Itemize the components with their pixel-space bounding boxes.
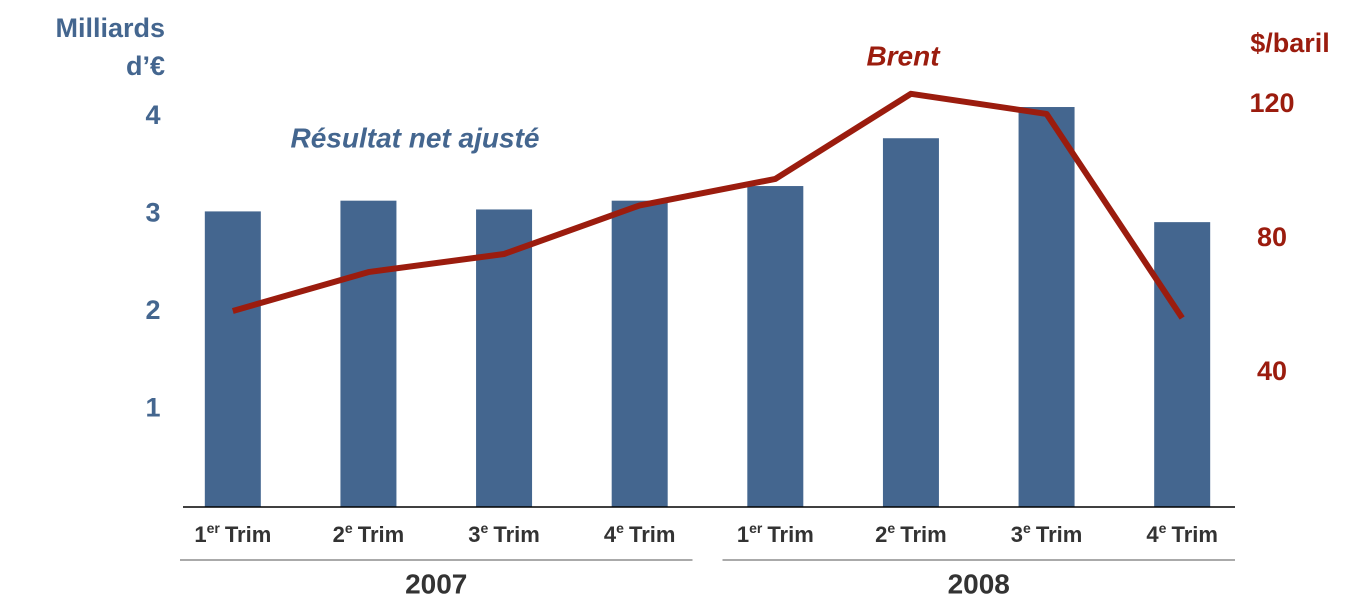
- y-tick-label: 4: [145, 100, 160, 130]
- category-suffix: e: [887, 520, 895, 536]
- category-label: Trim: [629, 522, 675, 547]
- category-label: Trim: [358, 522, 404, 547]
- y2-tick-label: 40: [1257, 356, 1287, 386]
- category-number: 3: [468, 522, 480, 547]
- category-suffix: e: [1023, 520, 1031, 536]
- category-number: 2: [333, 522, 345, 547]
- group-label: 2007: [405, 568, 467, 599]
- category-label: Trim: [767, 522, 813, 547]
- category-label: Trim: [225, 522, 271, 547]
- bar: [340, 200, 397, 508]
- line: [231, 90, 1185, 320]
- category-suffix: e: [1159, 520, 1167, 536]
- x-tick-label: 4e Trim: [1146, 520, 1218, 547]
- bar: [611, 200, 668, 508]
- y-tick-label: 1: [145, 393, 160, 423]
- x-tick-label: 3e Trim: [1011, 520, 1083, 547]
- category-number: 4: [1146, 522, 1159, 547]
- category-suffix: e: [616, 520, 624, 536]
- y-tick-label: 3: [145, 197, 160, 227]
- x-tick-label: 2e Trim: [875, 520, 947, 547]
- category-suffix: e: [345, 520, 353, 536]
- bar-annotation: Résultat net ajusté: [291, 122, 540, 153]
- category-number: 1: [194, 522, 206, 547]
- bar: [1018, 107, 1075, 508]
- category-suffix: er: [749, 520, 763, 536]
- category-label: Trim: [1171, 522, 1217, 547]
- y-axis-title: Milliards: [55, 13, 165, 43]
- category-number: 4: [604, 522, 617, 547]
- category-number: 3: [1011, 522, 1023, 547]
- x-tick-label: 1er Trim: [737, 520, 814, 547]
- category-suffix: e: [481, 520, 489, 536]
- y-tick-label: 2: [145, 295, 160, 325]
- bar: [1154, 222, 1211, 508]
- y2-tick-label: 120: [1249, 88, 1294, 118]
- bar: [747, 186, 804, 507]
- x-tick-label: 2e Trim: [333, 520, 405, 547]
- group-label: 2008: [948, 568, 1010, 599]
- category-number: 1: [737, 522, 749, 547]
- y2-axis-title: $/baril: [1250, 28, 1330, 58]
- x-tick-label: 3e Trim: [468, 520, 540, 547]
- line-annotation: Brent: [866, 40, 941, 71]
- bar: [204, 211, 261, 507]
- category-suffix: er: [207, 520, 221, 536]
- x-tick-label: 1er Trim: [194, 520, 271, 547]
- y-axis-title: d’€: [126, 51, 165, 81]
- bar: [882, 138, 939, 508]
- category-label: Trim: [1036, 522, 1082, 547]
- category-label: Trim: [900, 522, 946, 547]
- y2-tick-label: 80: [1257, 222, 1287, 252]
- category-label: Trim: [493, 522, 539, 547]
- category-number: 2: [875, 522, 887, 547]
- x-tick-label: 4e Trim: [604, 520, 676, 547]
